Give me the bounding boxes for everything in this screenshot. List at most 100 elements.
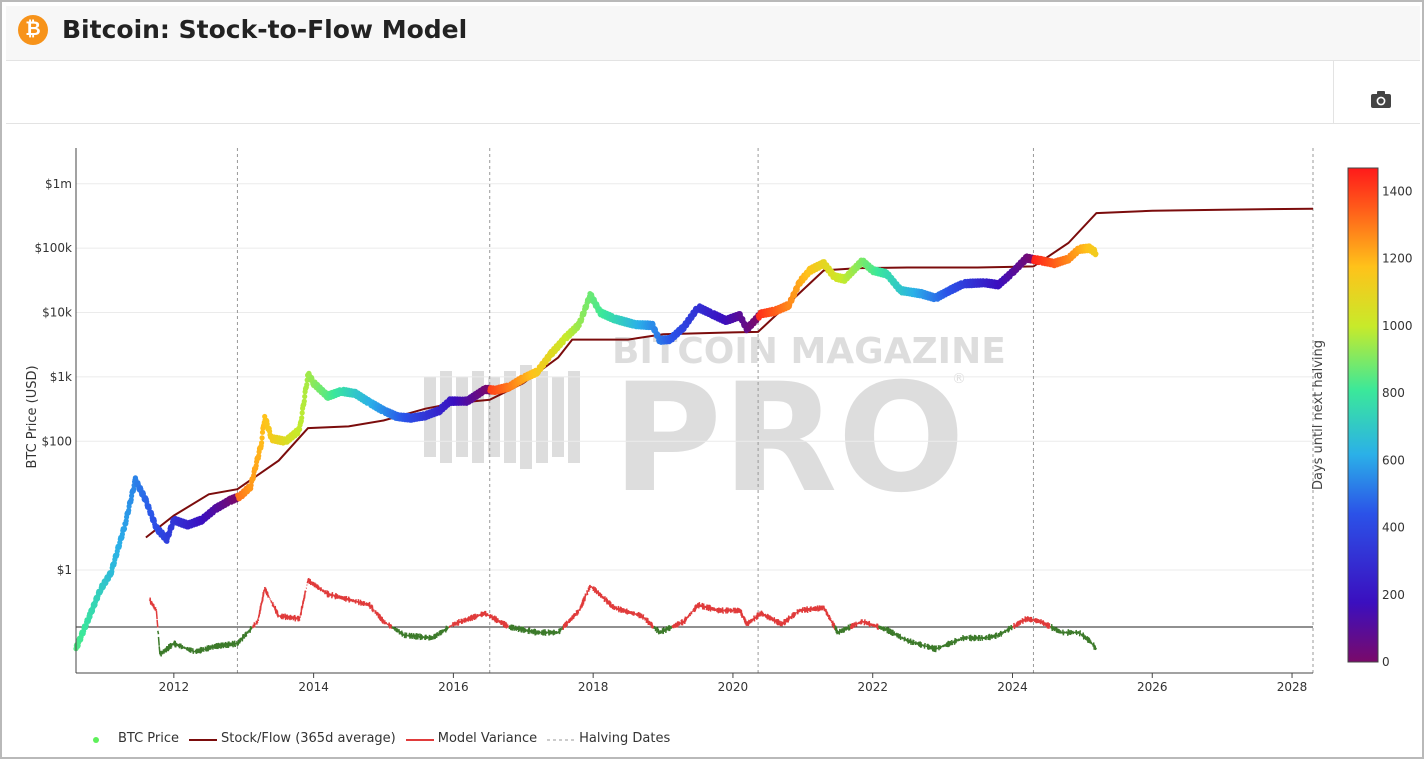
price-point (253, 463, 259, 469)
y-tick-label: $100 (41, 434, 72, 448)
variance-segment (691, 611, 693, 613)
colorbar-tick-label: 800 (1382, 386, 1405, 400)
variance-segment (442, 629, 445, 633)
variance-segment (374, 610, 377, 614)
variance-segment (751, 618, 754, 622)
variance-segment (1090, 641, 1093, 645)
btc-price-points (73, 243, 1099, 652)
x-tick-label: 2020 (718, 680, 749, 694)
variance-segment (681, 620, 685, 624)
variance-segment (235, 641, 239, 647)
variance-segment (262, 590, 265, 597)
variance-segment (846, 626, 849, 630)
variance-segment (681, 619, 684, 626)
price-point (299, 415, 305, 421)
variance-segment (565, 621, 568, 627)
variance-segment (769, 616, 773, 621)
variance-segment (588, 585, 591, 591)
variance-segment (375, 611, 378, 616)
variance-segment (255, 620, 258, 625)
price-point (259, 440, 265, 446)
variance-segment (267, 594, 270, 598)
variance-segment (242, 633, 246, 639)
variance-segment (171, 642, 174, 646)
variance-segment (688, 612, 692, 617)
variance-segment (245, 631, 248, 637)
variance-segment (794, 612, 797, 615)
variance-segment (563, 622, 566, 629)
variance-segment (319, 587, 323, 592)
colorbar-label: Days until next halving (1311, 340, 1326, 490)
price-point (248, 482, 254, 488)
watermark-registered: ® (952, 371, 966, 387)
variance-segment (678, 621, 681, 626)
variance-segment (589, 585, 592, 587)
variance-segment (1000, 631, 1003, 636)
variance-segment (853, 622, 856, 627)
variance-segment (474, 613, 477, 620)
variance-segment (1011, 625, 1014, 629)
variance-segment (698, 603, 701, 608)
legend-model-variance-label: Model Variance (437, 731, 538, 746)
variance-segment (451, 622, 455, 627)
variance-segment (1089, 640, 1092, 644)
variance-segment (556, 631, 559, 634)
variance-segment (1019, 619, 1022, 625)
variance-segment (900, 636, 902, 639)
variance-segment (1022, 618, 1026, 622)
variance-segment (587, 587, 590, 592)
variance-segment (653, 625, 656, 630)
variance-segment (576, 609, 579, 615)
variance-segment (642, 614, 645, 620)
legend-halving-dates[interactable]: Halving Dates (547, 731, 670, 746)
variance-segment (601, 595, 604, 599)
variance-segment (1094, 645, 1097, 651)
colorbar (1347, 167, 1379, 663)
y-axis-ticks: $1 $100 $1k $10k $100k $1m (35, 177, 73, 577)
variance-segment (584, 593, 587, 602)
variance-segment (577, 609, 580, 612)
stock-to-flow-chart: BITCOIN MAGAZINE PRO ® 2012 2014 2016 2018 2… (25, 148, 1413, 694)
variance-segment (722, 609, 725, 612)
variance-segment (210, 645, 213, 650)
variance-segment (254, 623, 257, 626)
variance-segment (272, 604, 275, 608)
y-tick-label: $10k (42, 306, 72, 320)
colorbar-tick-label: 1400 (1382, 185, 1413, 199)
variance-segment (244, 632, 247, 638)
legend-btc-price[interactable]: BTC Price (86, 731, 179, 746)
variance-segment (371, 605, 374, 613)
variance-segment (640, 613, 643, 619)
variance-segment (395, 627, 398, 632)
variance-segment (1048, 623, 1051, 629)
variance-segment (903, 636, 906, 642)
variance-segment (738, 608, 741, 613)
variance-segment (270, 600, 273, 603)
variance-segment (322, 589, 325, 593)
variance-segment (461, 619, 464, 623)
variance-segment (1010, 624, 1013, 631)
variance-segment (934, 645, 938, 653)
legend-stock-flow[interactable]: Stock/Flow (365d average) (189, 731, 396, 746)
colorbar-tick-label: 1000 (1382, 319, 1413, 333)
camera-icon[interactable] (1370, 89, 1392, 111)
variance-segment (241, 634, 244, 642)
variance-segment (498, 619, 501, 623)
variance-segment (546, 631, 549, 634)
legend-model-variance[interactable]: Model Variance (405, 731, 538, 746)
variance-segment (304, 590, 307, 593)
variance-segment (998, 632, 1001, 638)
price-point (304, 382, 310, 388)
variance-segment (841, 628, 844, 633)
y-tick-label: $1k (50, 370, 72, 384)
variance-segment (585, 594, 587, 597)
variance-segment (575, 610, 578, 616)
variance-segment (878, 625, 881, 630)
variance-segment (1036, 618, 1040, 624)
variance-segment (837, 630, 840, 634)
variance-segment (413, 634, 416, 639)
variance-segment (176, 643, 179, 647)
x-tick-label: 2026 (1137, 680, 1168, 694)
price-point (301, 398, 307, 404)
variance-segment (843, 626, 846, 633)
